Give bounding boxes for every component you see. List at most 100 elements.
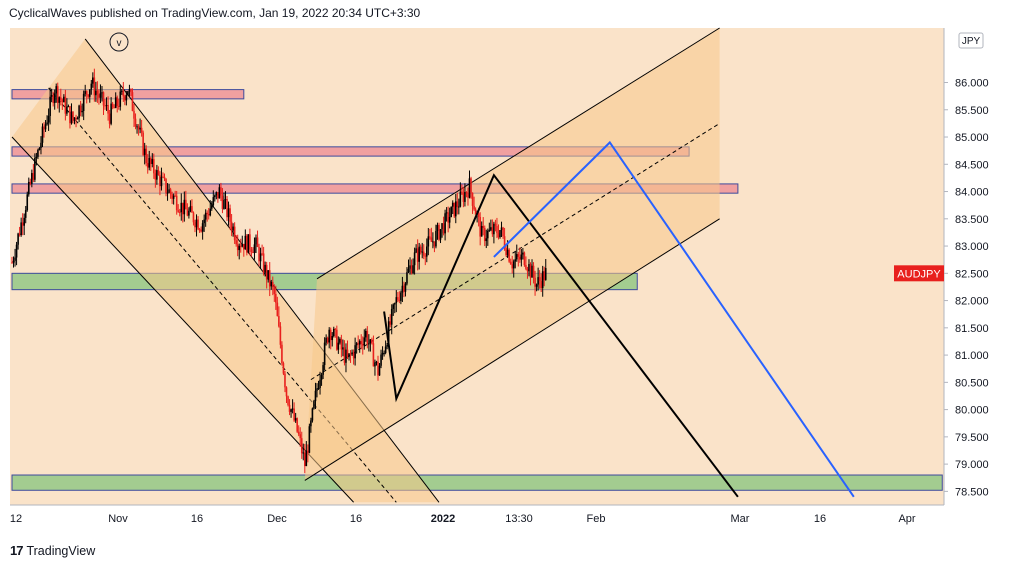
candle-body — [400, 292, 402, 301]
candle-body — [537, 277, 539, 285]
candle-body — [178, 211, 181, 213]
candle-body — [363, 337, 366, 346]
candle-body — [287, 396, 289, 405]
candle-body — [119, 91, 122, 107]
candle-body — [107, 104, 109, 114]
candle-body — [156, 170, 158, 180]
candle-body — [491, 227, 494, 235]
candle-body — [403, 285, 405, 292]
candle-body — [281, 344, 283, 364]
candle-body — [352, 352, 355, 359]
candle-body — [377, 361, 379, 376]
candle-body — [29, 181, 32, 184]
candle-body — [360, 341, 363, 345]
candle-body — [233, 226, 236, 241]
candle-body — [390, 308, 393, 325]
candle-body — [479, 216, 481, 237]
candle-body — [23, 217, 25, 226]
candle-body — [163, 176, 166, 179]
candle-body — [444, 213, 446, 234]
price-tick-label: 81.500 — [955, 323, 989, 335]
candle-body — [210, 205, 213, 209]
candle-body — [221, 195, 224, 209]
candle-body — [528, 264, 530, 272]
resistance-zone-2[interactable] — [11, 183, 739, 194]
black-path[interactable] — [383, 173, 739, 498]
candle-body — [255, 237, 257, 245]
candle-body — [218, 187, 221, 199]
candle-body — [451, 202, 454, 207]
candle-body — [477, 213, 480, 217]
candle-body — [230, 221, 233, 231]
candle-body — [262, 253, 265, 273]
down-channel-lower-line[interactable] — [11, 136, 354, 503]
candle-body — [401, 285, 404, 293]
candle-body — [32, 173, 35, 180]
candle-body — [49, 96, 51, 116]
candle-body — [372, 343, 375, 367]
candle-body — [454, 201, 457, 217]
candle-body — [182, 202, 184, 215]
candle-body — [520, 254, 523, 260]
candle-body — [261, 253, 263, 255]
candle-body — [358, 341, 361, 345]
time-tick-label: Feb — [587, 513, 606, 525]
candle-body — [79, 105, 82, 113]
candle-body — [339, 338, 341, 343]
candle-body — [18, 233, 21, 236]
candle-body — [436, 224, 439, 231]
candle-body — [252, 251, 254, 253]
candle-body — [271, 281, 274, 288]
time-tick-label: 12 — [10, 513, 22, 525]
candle-body — [374, 362, 376, 367]
candle-body — [96, 90, 99, 95]
candle-body — [47, 115, 50, 123]
candle-body — [108, 113, 111, 124]
candle-body — [235, 240, 237, 245]
blue-path[interactable] — [493, 140, 855, 498]
candle-body — [200, 229, 202, 232]
price-chart[interactable]: 86.000 85.500 85.000 84.500 84.000 83.500 83.0… — [0, 0, 1009, 535]
candle-body — [514, 259, 517, 262]
candle-body — [90, 83, 93, 90]
support-zone-4[interactable] — [11, 474, 943, 491]
candle-body — [453, 202, 456, 217]
candle-body — [276, 302, 279, 317]
candle-body — [351, 352, 353, 355]
candle-body — [197, 219, 199, 230]
candle-body — [249, 234, 251, 250]
candle-body — [313, 401, 315, 409]
candle-body — [160, 176, 163, 187]
candle-body — [58, 97, 61, 103]
candle-body — [328, 329, 330, 343]
candle-body — [342, 347, 344, 350]
candle-body — [116, 97, 119, 106]
candle-body — [14, 257, 16, 261]
candle-body — [505, 248, 507, 256]
candle-body — [316, 388, 318, 391]
candle-body — [526, 268, 529, 272]
up-channel-upper-line[interactable] — [316, 27, 720, 280]
candle-body — [412, 265, 414, 274]
candle-body — [317, 388, 320, 390]
candle-body — [243, 243, 245, 250]
candle-body — [168, 189, 170, 193]
candle-body — [519, 256, 521, 260]
candle-body — [162, 176, 164, 178]
time-tick-label: Dec — [267, 513, 287, 525]
up-channel-lower-line[interactable] — [304, 218, 720, 481]
candle-body — [145, 148, 147, 164]
candle-body — [448, 217, 451, 223]
candle-body — [398, 299, 401, 301]
candle-body — [483, 227, 486, 242]
candle-body — [500, 227, 503, 231]
candle-body — [334, 328, 337, 330]
candle-body — [325, 337, 327, 343]
candle-body — [515, 254, 518, 260]
candle-body — [343, 347, 346, 363]
candle-body — [40, 142, 42, 148]
candle-body — [410, 265, 413, 274]
candle-body — [502, 227, 504, 237]
time-tick-label: 16 — [814, 513, 826, 525]
candle-body — [66, 106, 68, 114]
